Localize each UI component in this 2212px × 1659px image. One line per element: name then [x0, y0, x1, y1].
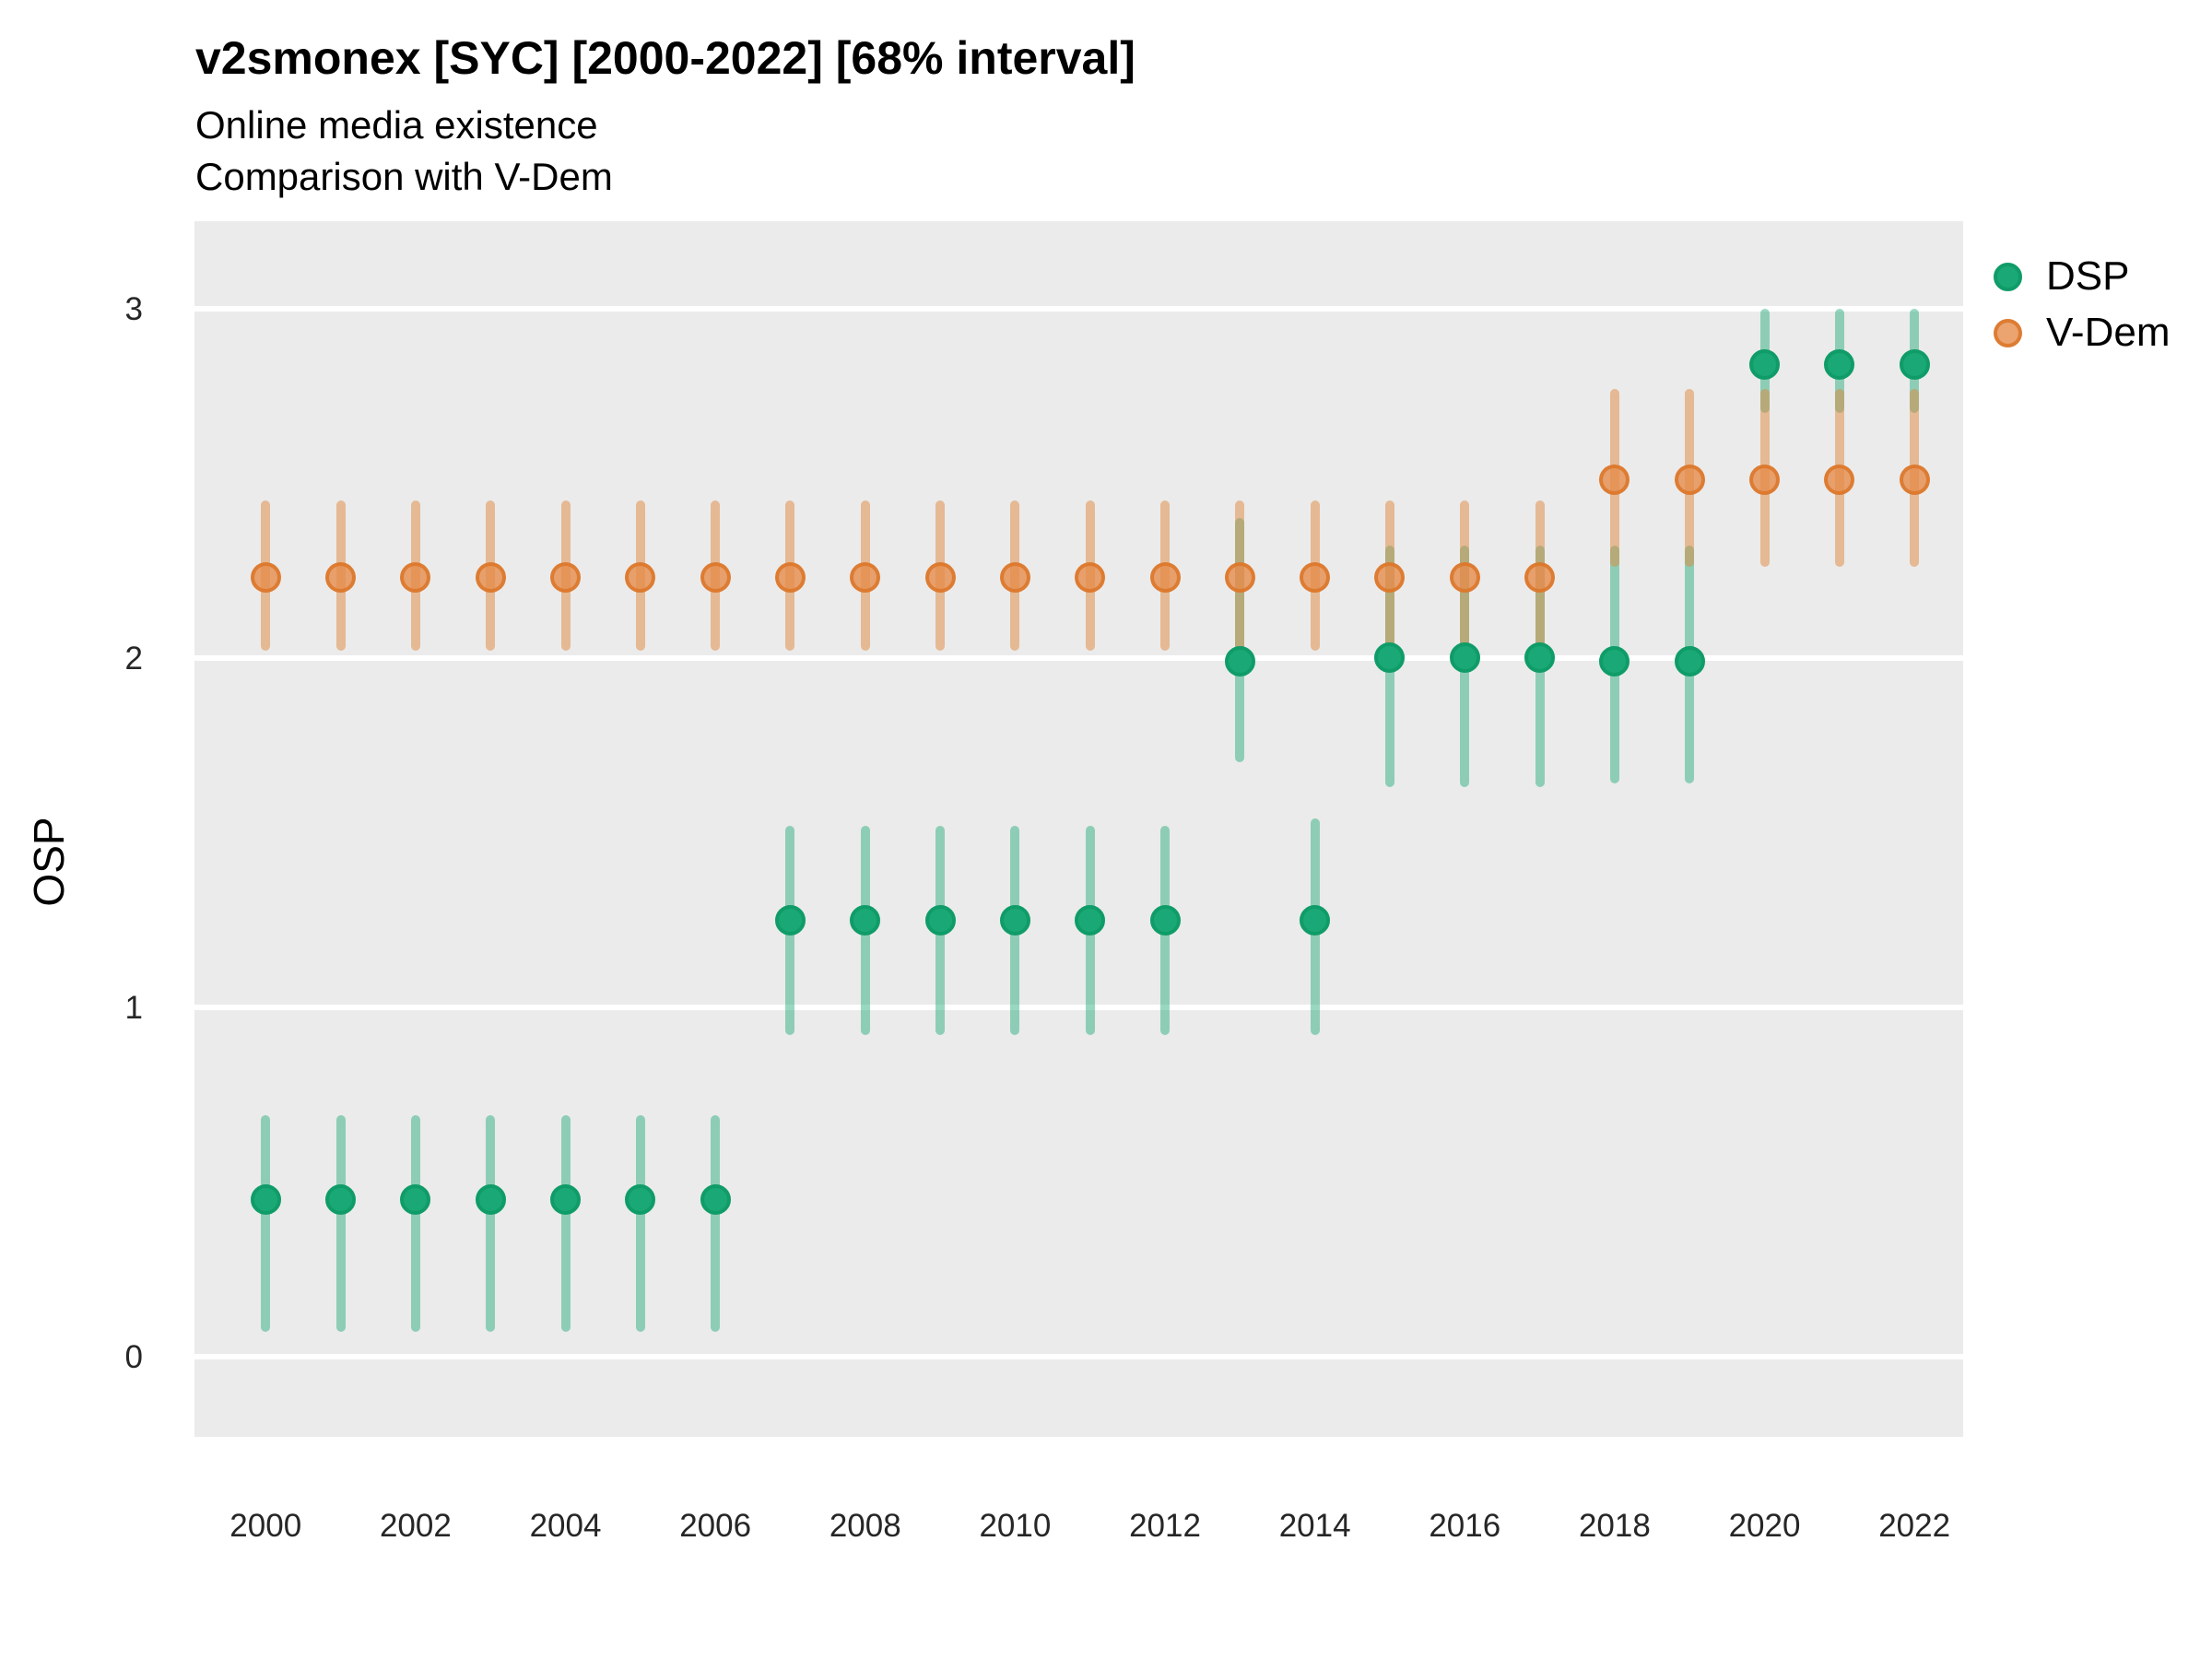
x-tick-label-2018: 2018	[1578, 1508, 1651, 1544]
dsp-point-2022	[1899, 348, 1930, 380]
vdem-legend-dot-icon	[1994, 318, 2022, 347]
x-tick-label-2014: 2014	[1278, 1508, 1351, 1544]
dsp-interval-bar-2004	[560, 1115, 571, 1333]
v-dem-point-2009	[924, 562, 956, 594]
v-dem-point-2005	[625, 562, 656, 594]
v-dem-point-2004	[550, 562, 581, 594]
dsp-point-2016	[1449, 642, 1480, 674]
v-dem-point-2001	[325, 562, 357, 594]
v-dem-point-2010	[999, 562, 1030, 594]
v-dem-point-2018	[1599, 464, 1630, 495]
dsp-point-2011	[1075, 904, 1106, 935]
dsp-interval-bar-2005	[635, 1115, 645, 1333]
dsp-legend-dot-icon	[1994, 262, 2022, 291]
v-dem-point-2006	[700, 562, 731, 594]
x-tick-label-2020: 2020	[1728, 1508, 1801, 1544]
v-dem-point-2022	[1899, 464, 1930, 495]
v-dem-point-2000	[250, 562, 281, 594]
dsp-point-2002	[400, 1183, 431, 1215]
dsp-point-2007	[774, 904, 806, 935]
x-tick-label-2010: 2010	[979, 1508, 1052, 1544]
v-dem-point-2017	[1524, 562, 1556, 594]
dsp-point-2012	[1149, 904, 1181, 935]
dsp-point-2014	[1300, 904, 1331, 935]
v-dem-point-2019	[1674, 464, 1705, 495]
x-tick-label-2004: 2004	[529, 1508, 602, 1544]
v-dem-point-2021	[1824, 464, 1855, 495]
chart-title: v2smonex [SYC] [2000-2022] [68% interval…	[195, 32, 1135, 84]
chart-subtitle-line1: Online media existence	[195, 103, 598, 147]
v-dem-point-2011	[1075, 562, 1106, 594]
gridline-y-2	[194, 654, 1963, 661]
x-tick-label-2012: 2012	[1129, 1508, 1201, 1544]
gridline-y-0	[194, 1353, 1963, 1359]
dsp-point-2008	[850, 904, 881, 935]
dsp-interval-bar-2006	[711, 1115, 721, 1333]
dsp-point-2001	[325, 1183, 357, 1215]
x-tick-label-2000: 2000	[229, 1508, 302, 1544]
y-tick-label-3: 3	[124, 290, 143, 327]
gridline-y-1	[194, 1004, 1963, 1010]
v-dem-point-2002	[400, 562, 431, 594]
x-tick-label-2006: 2006	[679, 1508, 752, 1544]
v-dem-point-2007	[774, 562, 806, 594]
v-dem-point-2013	[1224, 562, 1255, 594]
chart-subtitle-line2: Comparison with V-Dem	[195, 155, 613, 198]
y-axis-title: OSP	[25, 817, 73, 907]
legend-label-dsp: DSP	[2046, 253, 2130, 299]
dsp-point-2005	[625, 1183, 656, 1215]
v-dem-point-2020	[1749, 464, 1781, 495]
legend-label-vdem: V-Dem	[2046, 310, 2171, 355]
dsp-point-2015	[1374, 642, 1406, 674]
dsp-point-2000	[250, 1183, 281, 1215]
y-tick-label-2: 2	[124, 640, 143, 677]
dsp-interval-bar-2003	[486, 1115, 496, 1333]
v-dem-point-2014	[1300, 562, 1331, 594]
x-tick-label-2008: 2008	[829, 1508, 901, 1544]
v-dem-point-2016	[1449, 562, 1480, 594]
v-dem-point-2008	[850, 562, 881, 594]
dsp-point-2013	[1224, 646, 1255, 677]
x-tick-label-2022: 2022	[1878, 1508, 1951, 1544]
dsp-point-2019	[1674, 646, 1705, 677]
x-tick-label-2016: 2016	[1429, 1508, 1501, 1544]
plot-panel	[194, 221, 1963, 1437]
y-tick-label-1: 1	[124, 989, 143, 1026]
dsp-point-2003	[475, 1183, 506, 1215]
dsp-point-2017	[1524, 642, 1556, 674]
y-tick-label-0: 0	[124, 1338, 143, 1375]
gridline-y-3	[194, 305, 1963, 312]
v-dem-point-2003	[475, 562, 506, 594]
dsp-point-2009	[924, 904, 956, 935]
dsp-interval-bar-2002	[410, 1115, 420, 1333]
dsp-point-2020	[1749, 348, 1781, 380]
dsp-point-2004	[550, 1183, 581, 1215]
v-dem-point-2015	[1374, 562, 1406, 594]
dsp-point-2010	[999, 904, 1030, 935]
v-dem-point-2012	[1149, 562, 1181, 594]
dsp-point-2006	[700, 1183, 731, 1215]
x-tick-label-2002: 2002	[379, 1508, 452, 1544]
legend-item-vdem: V-Dem	[1994, 310, 2171, 355]
dsp-point-2021	[1824, 348, 1855, 380]
legend-item-dsp: DSP	[1994, 253, 2130, 299]
dsp-point-2018	[1599, 646, 1630, 677]
dsp-interval-bar-2001	[335, 1115, 346, 1333]
dsp-interval-bar-2000	[261, 1115, 271, 1333]
